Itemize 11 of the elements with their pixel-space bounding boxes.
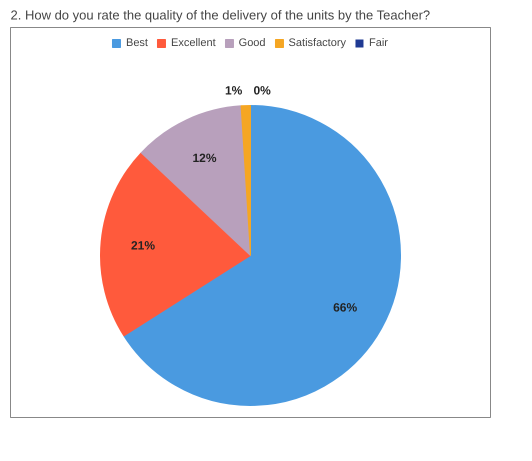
data-label: 21% (130, 238, 156, 252)
legend-label: Satisfactory (288, 37, 346, 49)
legend-label: Fair (369, 37, 389, 49)
data-label: 66% (333, 300, 358, 315)
data-label: 1% (224, 84, 243, 98)
text: 0% (254, 84, 271, 98)
legend-label: Best (126, 37, 148, 49)
legend-label: Excellent (170, 37, 216, 49)
chart-title: 2. How do you rate the quality of the delivery of the units by the Teacher? (10, 8, 430, 22)
data-label: 12% (192, 150, 217, 165)
legend-label: Good (238, 37, 266, 49)
